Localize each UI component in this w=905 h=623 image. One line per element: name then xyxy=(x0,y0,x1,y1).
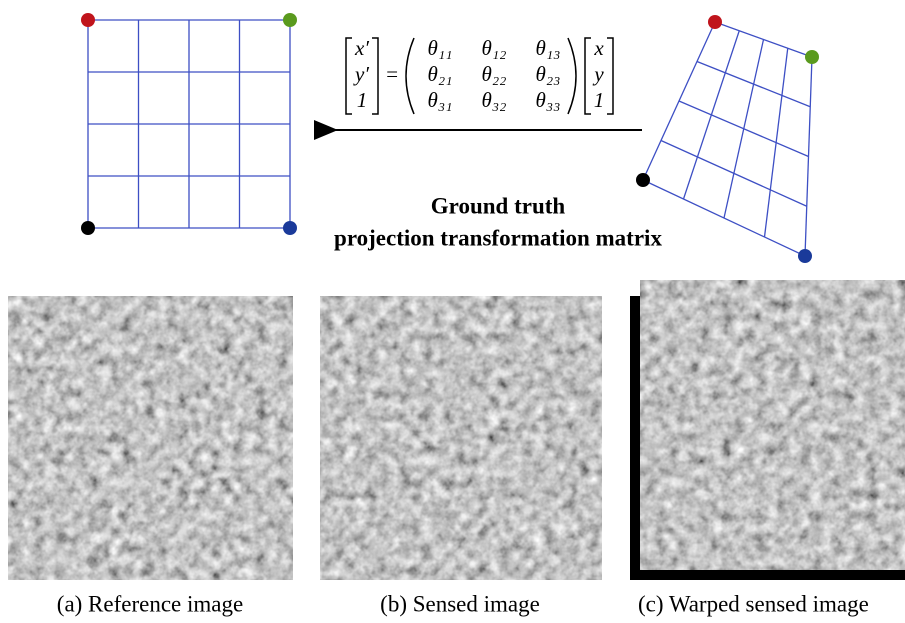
label-line: projection transformation matrix xyxy=(334,225,662,250)
warped-image xyxy=(640,280,905,570)
label-line: Ground truth xyxy=(431,193,566,218)
matrix-entry: θ₁₃ xyxy=(536,36,561,60)
grid-line xyxy=(643,180,805,256)
corner-point xyxy=(798,249,812,263)
paren xyxy=(406,38,414,114)
matrix-entry: θ₂₁ xyxy=(428,62,453,86)
vector-entry: x xyxy=(593,36,604,60)
matrix-entry: θ₃₃ xyxy=(536,88,561,112)
paren xyxy=(568,38,576,114)
vector-entry: 1 xyxy=(357,88,368,112)
corner-point xyxy=(805,50,819,64)
bracket xyxy=(372,38,378,114)
vector-entry: y xyxy=(592,62,604,86)
matrix-entry: θ₁₁ xyxy=(428,36,453,60)
bracket xyxy=(585,38,591,114)
matrix-entry: θ₂₂ xyxy=(482,62,507,86)
grid-line xyxy=(661,141,807,207)
reference-image xyxy=(8,296,293,580)
corner-point xyxy=(283,221,297,235)
vector-entry: 1 xyxy=(594,88,605,112)
figure: x′y′1=θ₁₁θ₁₂θ₁₃θ₂₁θ₂₂θ₂₃θ₃₁θ₃₂θ₃₃xy1 Gro… xyxy=(0,0,905,623)
caption: (a) Reference image xyxy=(57,591,243,616)
vector-entry: x′ xyxy=(354,36,369,60)
caption: (c) Warped sensed image xyxy=(638,591,869,616)
grid-line xyxy=(765,48,788,237)
sensed-image xyxy=(320,296,602,580)
grid-line xyxy=(805,57,812,256)
caption: (b) Sensed image xyxy=(380,591,540,616)
corner-point xyxy=(81,13,95,27)
corner-point xyxy=(636,173,650,187)
corner-point xyxy=(708,15,722,29)
bracket xyxy=(346,38,352,114)
matrix-entry: θ₂₃ xyxy=(536,62,561,86)
corner-point xyxy=(81,221,95,235)
vector-entry: y′ xyxy=(353,62,369,86)
equals: = xyxy=(385,62,399,86)
matrix-entry: θ₁₂ xyxy=(482,36,507,60)
corner-point xyxy=(283,13,297,27)
matrix-entry: θ₃₁ xyxy=(428,88,453,112)
grid-line xyxy=(679,101,809,157)
bracket xyxy=(607,38,613,114)
matrix-entry: θ₃₂ xyxy=(482,88,507,112)
